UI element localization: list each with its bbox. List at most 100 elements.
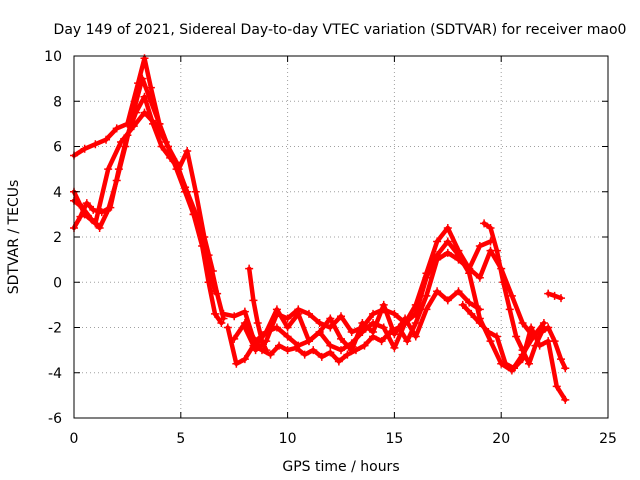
data-point bbox=[106, 203, 115, 212]
data-point bbox=[131, 108, 140, 117]
data-series bbox=[70, 54, 570, 404]
data-point bbox=[104, 165, 113, 174]
data-point bbox=[91, 219, 100, 228]
data-point bbox=[257, 337, 266, 346]
data-point bbox=[351, 346, 360, 355]
data-point bbox=[326, 323, 335, 332]
y-tick-label: 10 bbox=[44, 49, 62, 65]
data-point bbox=[309, 346, 318, 355]
data-point bbox=[390, 309, 399, 318]
y-tick-label: 6 bbox=[53, 140, 62, 156]
data-point bbox=[240, 355, 249, 364]
data-point bbox=[524, 359, 533, 368]
data-point bbox=[501, 359, 510, 368]
data-point bbox=[401, 318, 410, 327]
data-point bbox=[390, 343, 399, 352]
data-point bbox=[527, 323, 536, 332]
data-point bbox=[140, 92, 149, 101]
data-point bbox=[347, 339, 356, 348]
data-point bbox=[294, 341, 303, 350]
data-point bbox=[557, 355, 566, 364]
data-point bbox=[369, 318, 378, 327]
data-point bbox=[283, 323, 292, 332]
data-point bbox=[379, 323, 388, 332]
data-point bbox=[358, 323, 367, 332]
series-track-4 bbox=[70, 108, 228, 323]
data-point bbox=[138, 74, 147, 83]
data-point bbox=[443, 223, 452, 232]
data-point bbox=[240, 323, 249, 332]
data-point bbox=[191, 187, 200, 196]
data-point bbox=[161, 137, 170, 146]
data-point bbox=[535, 341, 544, 350]
data-point bbox=[151, 119, 160, 128]
data-point bbox=[210, 309, 219, 318]
data-point bbox=[193, 214, 202, 223]
data-point bbox=[433, 237, 442, 246]
data-point bbox=[492, 246, 501, 255]
data-point bbox=[422, 305, 431, 314]
data-point bbox=[157, 142, 166, 151]
data-point bbox=[377, 337, 386, 346]
data-point bbox=[283, 346, 292, 355]
data-point bbox=[343, 350, 352, 359]
data-point bbox=[411, 309, 420, 318]
data-point bbox=[480, 219, 489, 228]
data-point bbox=[518, 355, 527, 364]
x-axis-label: GPS time / hours bbox=[282, 459, 399, 475]
data-point bbox=[249, 296, 258, 305]
data-point bbox=[317, 352, 326, 361]
y-tick-label: -4 bbox=[48, 366, 62, 382]
data-point bbox=[245, 264, 254, 273]
data-point bbox=[518, 318, 527, 327]
data-point bbox=[315, 318, 324, 327]
x-tick-label: 5 bbox=[176, 431, 185, 447]
data-point bbox=[80, 210, 89, 219]
series-line bbox=[231, 239, 547, 373]
data-point bbox=[347, 328, 356, 337]
x-tick-label: 25 bbox=[599, 431, 617, 447]
chart-title: Day 149 of 2021, Sidereal Day-to-day VTE… bbox=[54, 22, 627, 38]
data-point bbox=[467, 309, 476, 318]
data-point bbox=[204, 251, 213, 260]
data-point bbox=[475, 242, 484, 251]
data-point bbox=[140, 108, 149, 117]
data-point bbox=[411, 318, 420, 327]
data-point bbox=[492, 332, 501, 341]
data-point bbox=[433, 287, 442, 296]
data-point bbox=[326, 314, 335, 323]
data-point bbox=[544, 337, 553, 346]
data-point bbox=[82, 199, 91, 208]
data-point bbox=[112, 124, 121, 133]
data-point bbox=[183, 147, 192, 156]
data-point bbox=[505, 305, 514, 314]
series-line bbox=[71, 94, 216, 274]
data-point bbox=[458, 300, 467, 309]
y-tick-label: 0 bbox=[53, 275, 62, 291]
data-point bbox=[275, 341, 284, 350]
data-point bbox=[369, 332, 378, 341]
data-point bbox=[223, 323, 232, 332]
series-track-12 bbox=[544, 289, 566, 303]
data-point bbox=[403, 337, 412, 346]
data-point bbox=[240, 307, 249, 316]
data-point bbox=[537, 328, 546, 337]
data-point bbox=[475, 318, 484, 327]
data-point bbox=[89, 205, 98, 214]
data-point bbox=[304, 337, 313, 346]
y-tick-label: -2 bbox=[48, 321, 62, 337]
data-point bbox=[544, 289, 553, 298]
data-point bbox=[544, 323, 553, 332]
data-point bbox=[552, 382, 561, 391]
data-point bbox=[266, 350, 275, 359]
series-track-11 bbox=[245, 264, 271, 355]
data-point bbox=[129, 122, 138, 131]
data-point bbox=[146, 83, 155, 92]
data-point bbox=[484, 328, 493, 337]
data-point bbox=[230, 334, 239, 343]
data-point bbox=[465, 298, 474, 307]
data-point bbox=[204, 278, 213, 287]
x-tick-label: 10 bbox=[279, 431, 297, 447]
x-tick-label: 0 bbox=[70, 431, 79, 447]
